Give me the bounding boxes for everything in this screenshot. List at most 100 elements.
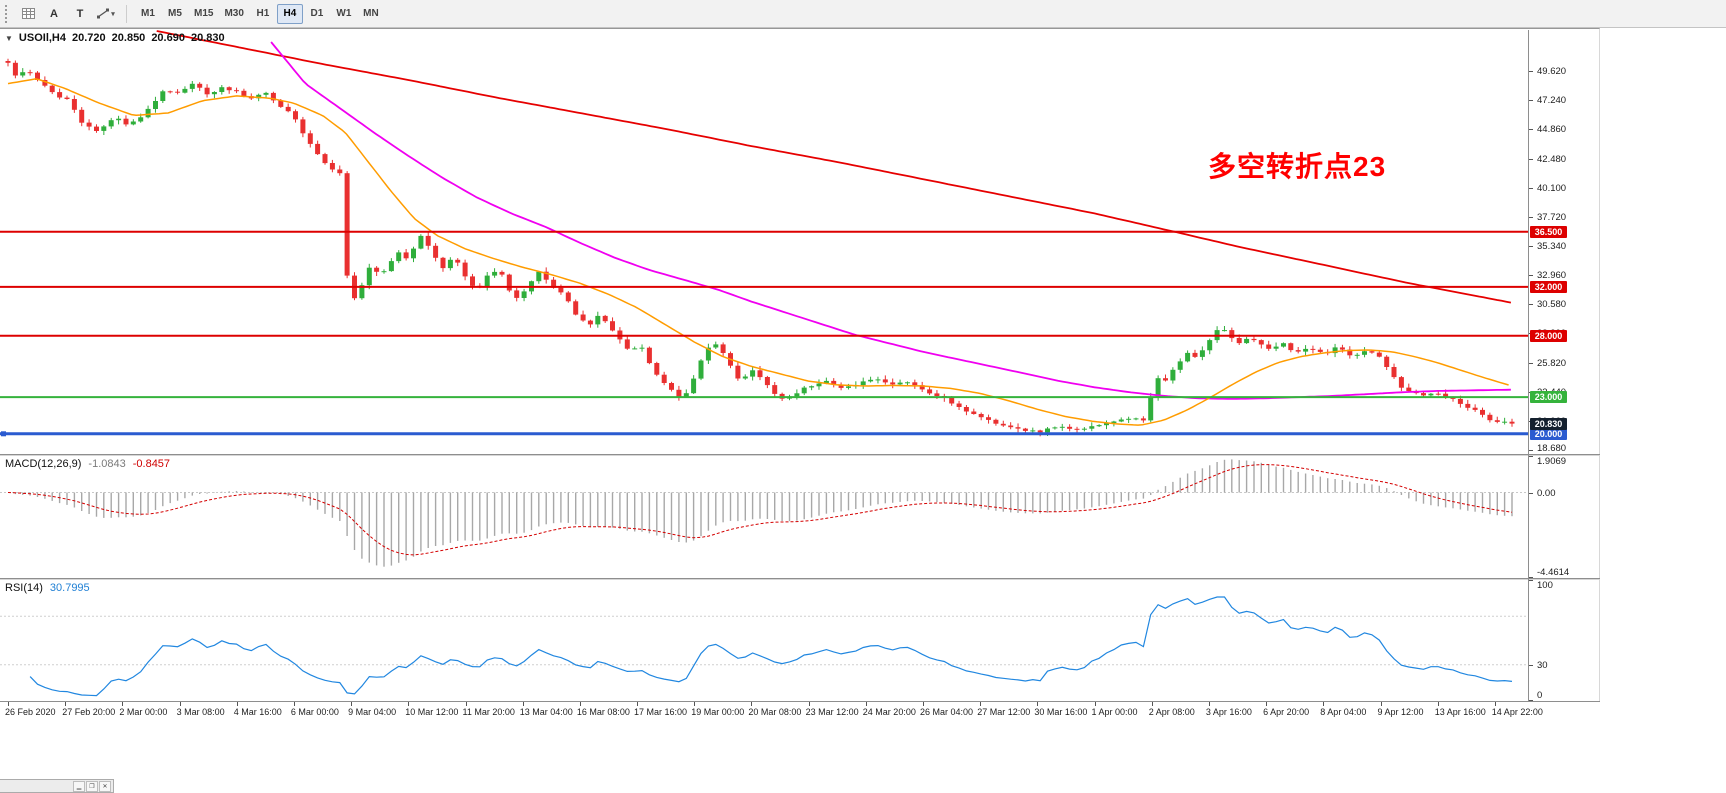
time-axis-tick [1266, 702, 1268, 706]
time-axis-label: 24 Mar 20:00 [862, 707, 916, 717]
symbol-caret-icon[interactable]: ▼ [5, 33, 13, 43]
price-chart[interactable] [0, 30, 1528, 454]
ma-fast-orange [7, 78, 1509, 426]
time-axis-tick [1380, 702, 1382, 706]
hline-handle[interactable] [1, 431, 6, 437]
time-axis-label: 9 Apr 12:00 [1377, 707, 1424, 717]
minimized-chart-bar[interactable]: ▁ ❐ ✕ [0, 779, 114, 793]
time-axis-label: 19 Mar 00:00 [691, 707, 745, 717]
macd-indicator-label: MACD(12,26,9) -1.0843 -0.8457 [5, 458, 170, 470]
restore-icon[interactable]: ❐ [86, 780, 98, 792]
time-axis-tick [980, 702, 982, 706]
time-scale[interactable]: 26 Feb 2020 27 Feb 20:00 2 Mar 00:00 3 Mar … [0, 701, 1600, 719]
timeframe-h4-button[interactable]: H4 [276, 3, 303, 24]
pane-separator[interactable] [0, 578, 1600, 580]
time-axis-tick [1323, 702, 1325, 706]
time-axis-tick [694, 702, 696, 706]
price-level-badge: 23.000 [1530, 391, 1567, 404]
time-axis-tick [65, 702, 67, 706]
scale-label: 35.340 [1537, 240, 1567, 252]
macd-scale[interactable]: 1.9069 0.00 -4.4614 [1529, 456, 1599, 578]
timeframe-m15-button[interactable]: M15 [189, 4, 218, 24]
scale-label: 32.960 [1537, 270, 1567, 282]
price-level-badge: 36.500 [1530, 225, 1567, 238]
rsi-indicator-label: RSI(14) 30.7995 [5, 582, 90, 594]
time-axis-tick [122, 702, 124, 706]
rsi-line [29, 596, 1513, 697]
time-axis-label: 26 Feb 2020 [5, 707, 56, 717]
time-axis-label: 20 Mar 08:00 [748, 707, 802, 717]
macd-title: MACD(12,26,9) [5, 458, 82, 470]
timeframe-m30-button[interactable]: M30 [219, 4, 248, 24]
dropdown-caret-icon: ▾ [111, 10, 115, 18]
rsi-scale[interactable]: 100 30 0 [1529, 580, 1599, 701]
scale-label: 49.620 [1537, 66, 1567, 78]
scale-label: 18.680 [1537, 443, 1567, 454]
scale-tick [1529, 700, 1533, 701]
scale-tick [1529, 158, 1533, 160]
time-axis-tick [751, 702, 753, 706]
ma-mid-magenta [270, 41, 1511, 400]
time-axis-tick [1037, 702, 1039, 706]
ohlc-high: 20.850 [111, 32, 146, 44]
time-axis-label: 26 Mar 04:00 [920, 707, 974, 717]
time-axis-tick [293, 702, 295, 706]
time-axis-tick [179, 702, 181, 706]
time-axis-label: 9 Mar 04:00 [348, 707, 397, 717]
timeframe-h1-button[interactable]: H1 [250, 4, 276, 24]
scale-tick [1529, 100, 1533, 102]
time-axis-label: 30 Mar 16:00 [1034, 707, 1088, 717]
timeframe-w1-button[interactable]: W1 [331, 4, 357, 24]
time-axis-label: 23 Mar 12:00 [805, 707, 859, 717]
ma-slow-red [156, 30, 1512, 304]
a-tool-button[interactable]: A [42, 3, 66, 25]
time-axis-tick [1494, 702, 1496, 706]
scale-label: 0 [1537, 690, 1543, 701]
minimize-icon[interactable]: ▁ [73, 780, 85, 792]
time-axis-label: 8 Apr 04:00 [1320, 707, 1367, 717]
macd-chart[interactable] [0, 456, 1528, 578]
toolbar-drag-handle[interactable] [5, 4, 10, 23]
price-scale[interactable]: 49.620 47.240 44.860 42.480 40.100 37.720 35.3… [1529, 30, 1599, 454]
time-axis-label: 11 Mar 20:00 [462, 707, 515, 717]
time-axis-tick [1094, 702, 1096, 706]
time-axis-tick [236, 702, 238, 706]
time-axis-label: 3 Mar 08:00 [176, 707, 225, 717]
scale-label: 100 [1537, 580, 1553, 591]
scale-tick [1529, 71, 1533, 73]
timeframe-m5-button[interactable]: M5 [162, 4, 188, 24]
time-axis-label: 13 Mar 04:00 [519, 707, 573, 717]
timeframe-d1-button[interactable]: D1 [304, 4, 330, 24]
time-axis-label: 27 Mar 12:00 [977, 707, 1031, 717]
time-axis-tick [808, 702, 810, 706]
time-axis-tick [465, 702, 467, 706]
scale-tick [1529, 492, 1533, 494]
t-tool-button[interactable]: T [68, 3, 92, 25]
scale-tick [1529, 449, 1533, 451]
rsi-chart[interactable] [0, 580, 1528, 701]
time-axis-tick [1437, 702, 1439, 706]
scale-tick [1529, 456, 1533, 457]
annotation-text[interactable]: 多空转折点23 [1208, 151, 1387, 182]
timeframe-m1-button[interactable]: M1 [135, 4, 161, 24]
time-axis-tick [522, 702, 524, 706]
macd-signal-line [7, 464, 1513, 556]
shapes-dropdown-button[interactable]: ▾ [94, 3, 118, 25]
time-axis-tick [579, 702, 581, 706]
grid-tool-button[interactable] [16, 3, 40, 25]
toolbar-separator [126, 4, 127, 23]
scale-tick [1529, 304, 1533, 306]
time-axis-tick [865, 702, 867, 706]
timeframe-mn-button[interactable]: MN [358, 4, 384, 24]
scale-label: 30 [1537, 659, 1548, 671]
time-axis-label: 16 Mar 08:00 [576, 707, 630, 717]
pane-separator[interactable] [0, 454, 1600, 456]
time-axis-label: 4 Mar 16:00 [233, 707, 282, 717]
time-axis-tick [637, 702, 638, 706]
price-level-badge: 20.000 [1530, 427, 1567, 440]
close-icon[interactable]: ✕ [99, 780, 111, 792]
scale-tick [1529, 664, 1533, 666]
rsi-title: RSI(14) [5, 582, 43, 594]
time-axis-label: 10 Mar 12:00 [405, 707, 459, 717]
time-axis-tick [8, 702, 9, 706]
